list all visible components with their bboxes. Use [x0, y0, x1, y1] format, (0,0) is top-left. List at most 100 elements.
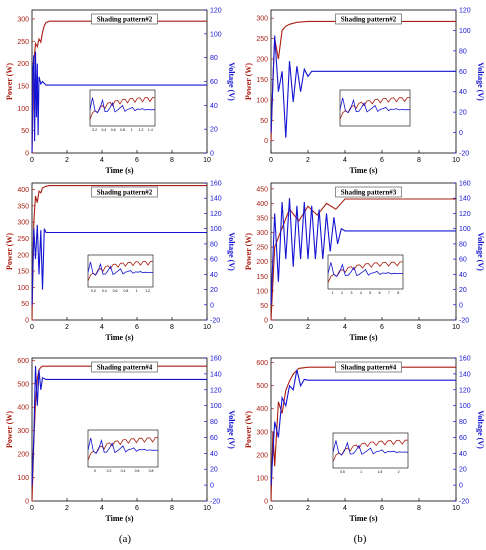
y-left-tick-label: 400 [256, 406, 268, 413]
voltage-series-line [31, 51, 207, 154]
x-tick-label: 4 [100, 157, 104, 164]
inset-x-tick-label: 0.2 [91, 289, 96, 293]
chart-panel-2: 0 2 4 6 8 10050100150200250300-20020406080100… [244, 8, 485, 176]
title-box [91, 361, 158, 373]
y-left-tick-label: 50 [260, 303, 268, 310]
y-left-tick-label: 200 [17, 61, 29, 68]
title-box [335, 186, 402, 198]
y-left-tick-label: 200 [256, 452, 268, 459]
inset-x-tick-label: 8 [397, 291, 399, 295]
y-right-tick-label: 20 [210, 287, 218, 294]
y-right-tick-label: 160 [459, 356, 471, 363]
x-tick-label: 6 [135, 324, 139, 331]
inset-x-tick-label: 2 [398, 470, 400, 474]
y-left-tick-label: 100 [17, 475, 29, 482]
voltage-series-line [270, 35, 456, 138]
inset-x-tick-label: 1.5 [377, 470, 382, 474]
chart-title: Shading pattern#4 [341, 364, 397, 372]
y-right-tick-label: 120 [210, 211, 222, 218]
y-right-tick-label: -20 [210, 499, 220, 506]
y-right-tick-label: 120 [459, 211, 471, 218]
y-left-tick-label: 250 [17, 236, 29, 243]
y-right-tick-label: 40 [210, 272, 218, 279]
y-right-tick-label: 40 [459, 272, 467, 279]
x-tick-label: 4 [343, 157, 347, 164]
panel-label-a: (a) [119, 533, 132, 545]
x-tick-label: 0 [269, 324, 273, 331]
y-left-tick-label: 450 [256, 186, 268, 193]
x-tick-label: 8 [170, 505, 174, 512]
y-left-tick-label: 350 [256, 215, 268, 222]
y-right-tick-label: 20 [459, 467, 467, 474]
inset-frame [332, 432, 409, 469]
power-series-line [270, 366, 456, 502]
panel-label-b: (b) [354, 533, 367, 545]
plot-frame [31, 182, 208, 321]
y-right-tick-label: 60 [459, 69, 467, 76]
y-right-tick-label: 160 [459, 181, 471, 188]
y-left-tick-label: 300 [256, 429, 268, 436]
inset-zoom-plot: 0.2 0.4 0.6 0.8 1 1.2 [87, 254, 154, 293]
y-right-tick-label: 100 [459, 403, 471, 410]
y-left-tick-label: 500 [17, 381, 29, 388]
y-right-tick-label: 120 [459, 8, 471, 15]
y-left-tick-label: 400 [256, 201, 268, 208]
power-series-line [31, 185, 207, 321]
y-left-tick-label: 250 [17, 39, 29, 46]
y-left-tick-label: 200 [256, 57, 268, 64]
x-tick-label: 0 [30, 157, 34, 164]
x-tick-label: 10 [203, 505, 211, 512]
inset-voltage-line [87, 437, 159, 455]
y-right-tick-label: 140 [459, 371, 471, 378]
inset-voltage-line [339, 97, 411, 114]
y-left-tick-label: 200 [256, 259, 268, 266]
x-tick-label: 2 [306, 324, 310, 331]
title-box [335, 13, 402, 25]
y-left-tick-label: 100 [17, 285, 29, 292]
y-left-tick-label: 0 [264, 499, 268, 506]
x-tick-label: 8 [417, 324, 421, 331]
inset-x-tick-label: 7 [388, 291, 390, 295]
y-right-tick-label: 40 [459, 451, 467, 458]
y-right-tick-label: 120 [210, 8, 222, 15]
x-tick-label: 0 [30, 505, 34, 512]
x-tick-label: 4 [100, 324, 104, 331]
x-tick-label: 2 [65, 324, 69, 331]
chart-panel-4: 0 2 4 6 8 10050100150200250300350400450-20020… [244, 181, 485, 343]
y-left-tick-label: 150 [17, 83, 29, 90]
x-tick-label: 0 [269, 505, 273, 512]
inset-voltage-line [332, 440, 409, 456]
x-tick-label: 6 [135, 157, 139, 164]
voltage-series-line [270, 369, 456, 486]
y-left-tick-label: 300 [17, 428, 29, 435]
y-right-tick-label: -20 [210, 318, 220, 325]
y-left-tick-label: 100 [17, 106, 29, 113]
y-left-tick-label: 400 [17, 405, 29, 412]
x-tick-label: 6 [135, 505, 139, 512]
x-tick-label: 0 [269, 157, 273, 164]
inset-x-tick-label: 0.2 [92, 128, 97, 132]
x-tick-label: 6 [380, 324, 384, 331]
plot-frame [270, 182, 457, 321]
power-series-line [270, 198, 456, 321]
x-axis-label: Time (s) [349, 514, 377, 523]
inset-x-tick-label: 0.8 [120, 128, 125, 132]
x-tick-label: 2 [65, 505, 69, 512]
y-right-axis-label: Voltage (V) [476, 410, 485, 449]
inset-x-tick-label: 1.2 [145, 289, 150, 293]
x-tick-label: 4 [100, 505, 104, 512]
inset-zoom-plot: 0.2 0.4 0.6 0.8 1 1.2 1.4 [89, 89, 156, 132]
x-tick-label: 0 [30, 324, 34, 331]
inset-zoom-plot: 1 2 3 4 5 6 7 8 [327, 254, 404, 295]
y-right-tick-label: 0 [459, 130, 463, 137]
inset-x-tick-label: 0.4 [102, 289, 107, 293]
y-right-tick-label: 140 [210, 196, 222, 203]
y-left-tick-label: 50 [21, 128, 29, 135]
y-right-tick-label: 60 [459, 435, 467, 442]
inset-frame [327, 254, 404, 290]
chart-title: Shading pattern#2 [97, 16, 153, 24]
chart-title: Shading pattern#3 [341, 189, 397, 197]
x-axis-label: Time (s) [349, 333, 377, 342]
y-right-tick-label: -20 [459, 318, 469, 325]
voltage-series-line [31, 224, 207, 305]
